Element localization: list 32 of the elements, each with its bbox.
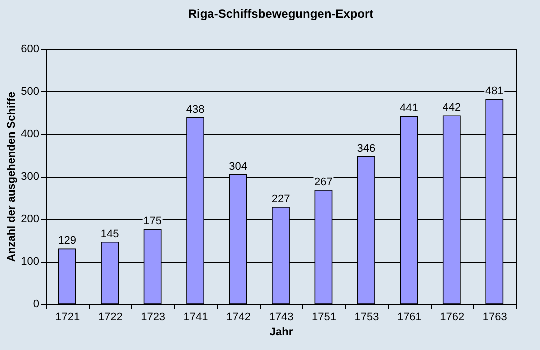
- data-label: 481: [485, 86, 504, 98]
- x-tick-label: 1722: [98, 312, 123, 324]
- data-label: 442: [442, 102, 462, 114]
- x-tick-label: 1723: [141, 312, 166, 324]
- data-label: 129: [58, 235, 77, 248]
- x-tick-label: 1763: [482, 312, 508, 324]
- data-label: 304: [229, 160, 248, 173]
- x-axis-title: Jahr: [270, 326, 294, 338]
- x-tick-label: 1742: [226, 312, 252, 324]
- x-tick-label: 1762: [440, 312, 465, 324]
- data-label: 227: [272, 194, 290, 206]
- data-label: 441: [400, 102, 418, 115]
- data-label: 145: [100, 228, 120, 240]
- x-tick-label: 1761: [397, 312, 422, 324]
- x-tick-label: 1751: [312, 312, 336, 324]
- data-label: 438: [186, 104, 205, 116]
- y-tick-label: 0: [33, 298, 40, 310]
- y-axis-title: Anzahl der ausgehenden Schiffe: [6, 92, 18, 262]
- x-tick-label: 1741: [184, 312, 208, 324]
- y-tick-label: 100: [21, 256, 40, 268]
- x-tick-label: 1753: [354, 312, 380, 324]
- y-tick-label: 500: [21, 86, 40, 98]
- chart-title: Riga-Schiffsbewegungen-Export: [188, 7, 374, 21]
- y-tick-label: 200: [21, 214, 40, 226]
- data-label: 267: [314, 176, 333, 189]
- y-tick-label: 300: [21, 171, 40, 183]
- data-label: 175: [144, 216, 162, 228]
- data-label: 346: [357, 142, 376, 155]
- y-tick-label: 400: [21, 128, 40, 140]
- x-tick-label: 1721: [56, 312, 80, 324]
- x-tick-label: 1743: [269, 312, 294, 324]
- y-tick-label: 600: [21, 44, 40, 56]
